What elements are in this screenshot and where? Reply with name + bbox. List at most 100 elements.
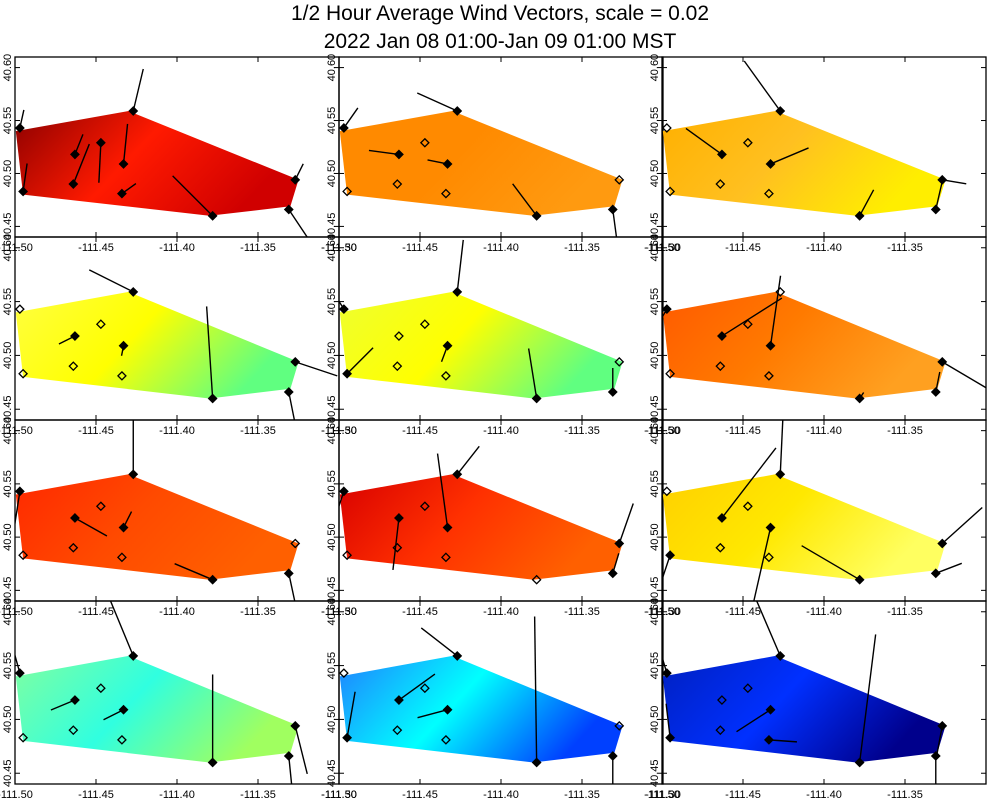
x-tick-label: -111.35 [240,789,276,800]
wind-vector [755,601,781,657]
station-marker [765,704,776,715]
station-marker [117,188,127,199]
y-tick-label: 40.45 [2,395,14,423]
station-marker [117,370,127,381]
station-marker [854,757,865,768]
station-marker [117,734,127,745]
station-marker [775,469,786,480]
station-marker [207,757,218,768]
y-tick-label: 40.45 [649,395,661,423]
station-marker [342,368,353,379]
station-marker [937,538,948,549]
station-marker [715,361,726,372]
station-marker [442,704,453,715]
station-marker [70,331,80,341]
y-tick-label: 40.60 [326,234,338,262]
station-marker [95,501,106,512]
x-tick-label: -111.45 [725,425,761,437]
y-tick-label: 40.50 [649,523,661,551]
station-marker [290,174,301,185]
station-marker [441,552,451,563]
y-tick-label: 40.50 [326,342,338,370]
y-tick-label: 40.55 [2,470,14,498]
x-tick-label: -111.35 [887,242,923,254]
station-marker [117,552,127,563]
x-tick-label: -111.40 [159,425,195,437]
station-marker [14,304,25,315]
y-tick-label: 40.45 [649,213,661,241]
wind-vector [420,627,458,657]
x-tick-label: -111.50 [321,789,357,800]
station-marker [338,486,349,497]
wind-vector [339,491,345,509]
y-tick-label: 40.60 [649,234,661,262]
y-tick-label: 40.50 [326,523,338,551]
panel-3: -111.50 -111.45 -111.40 -111.3540.4540.5040… [644,54,987,254]
x-tick-label: -111.45 [725,242,761,254]
station-marker [775,650,786,661]
y-tick-label: 40.55 [326,288,338,316]
chart-subtitle: 2022 Jan 08 01:00-Jan 09 01:00 MST [323,30,677,53]
y-tick-label: 40.55 [649,288,661,316]
y-tick-label: 40.45 [326,759,338,787]
wind-vector [417,709,448,719]
panel-1: -111.50 -111.45 -111.40 -111.35 -111.3040.45… [0,54,357,254]
wind-vector [15,653,21,674]
station-marker [607,204,618,215]
panel-8: -111.50 -111.45 -111.40 -111.35 -111.3040.45… [321,417,681,618]
wind-vector [346,691,356,738]
wind-vector [779,420,784,475]
x-tick-label: -111.45 [78,606,114,618]
x-tick-label: -111.35 [240,606,276,618]
station-marker [392,179,403,189]
wind-vector [288,209,308,237]
wind-vector [512,183,538,217]
station-marker [765,340,776,351]
x-tick-label: -111.45 [78,425,114,437]
station-marker [531,210,542,221]
station-marker [775,286,786,297]
station-marker [441,370,451,381]
panel-4: -111.50 -111.45 -111.40 -111.35 -111.3040.45… [0,234,357,437]
wind-vector [74,517,108,537]
station-marker [283,751,294,761]
wind-vector [416,92,458,112]
wind-field-6 [662,291,946,399]
y-tick-label: 40.50 [2,523,14,551]
station-marker [614,538,625,549]
x-tick-label: -111.35 [564,242,600,254]
y-tick-label: 40.45 [2,759,14,787]
station-marker [18,732,29,743]
x-tick-label: -111.35 [240,242,276,254]
wind-vector [618,503,634,544]
wind-vector [662,308,668,319]
station-marker [207,393,218,404]
y-tick-label: 40.60 [649,598,661,626]
vectors-8 [339,445,634,574]
x-tick-label: -111.50 [644,789,680,800]
station-marker [442,340,453,351]
wind-vector [368,149,400,156]
wind-vector [294,725,308,775]
wind-field-3 [662,111,946,216]
station-marker [14,668,25,679]
y-tick-label: 40.50 [326,706,338,734]
vectors-9 [662,420,983,601]
x-tick-label: -111.45 [725,606,761,618]
station-marker [715,179,726,189]
station-marker [70,513,80,523]
x-tick-label: -111.35 [887,606,923,618]
station-marker [764,188,774,199]
station-marker [930,751,941,761]
y-tick-label: 40.45 [649,759,661,787]
wind-vector [612,209,618,237]
station-marker [338,304,349,315]
wind-field-1 [15,111,299,216]
y-tick-label: 40.55 [2,288,14,316]
station-marker [70,695,80,705]
station-marker [715,725,726,736]
station-marker [128,286,139,297]
station-marker [338,123,349,133]
station-marker [441,734,451,745]
